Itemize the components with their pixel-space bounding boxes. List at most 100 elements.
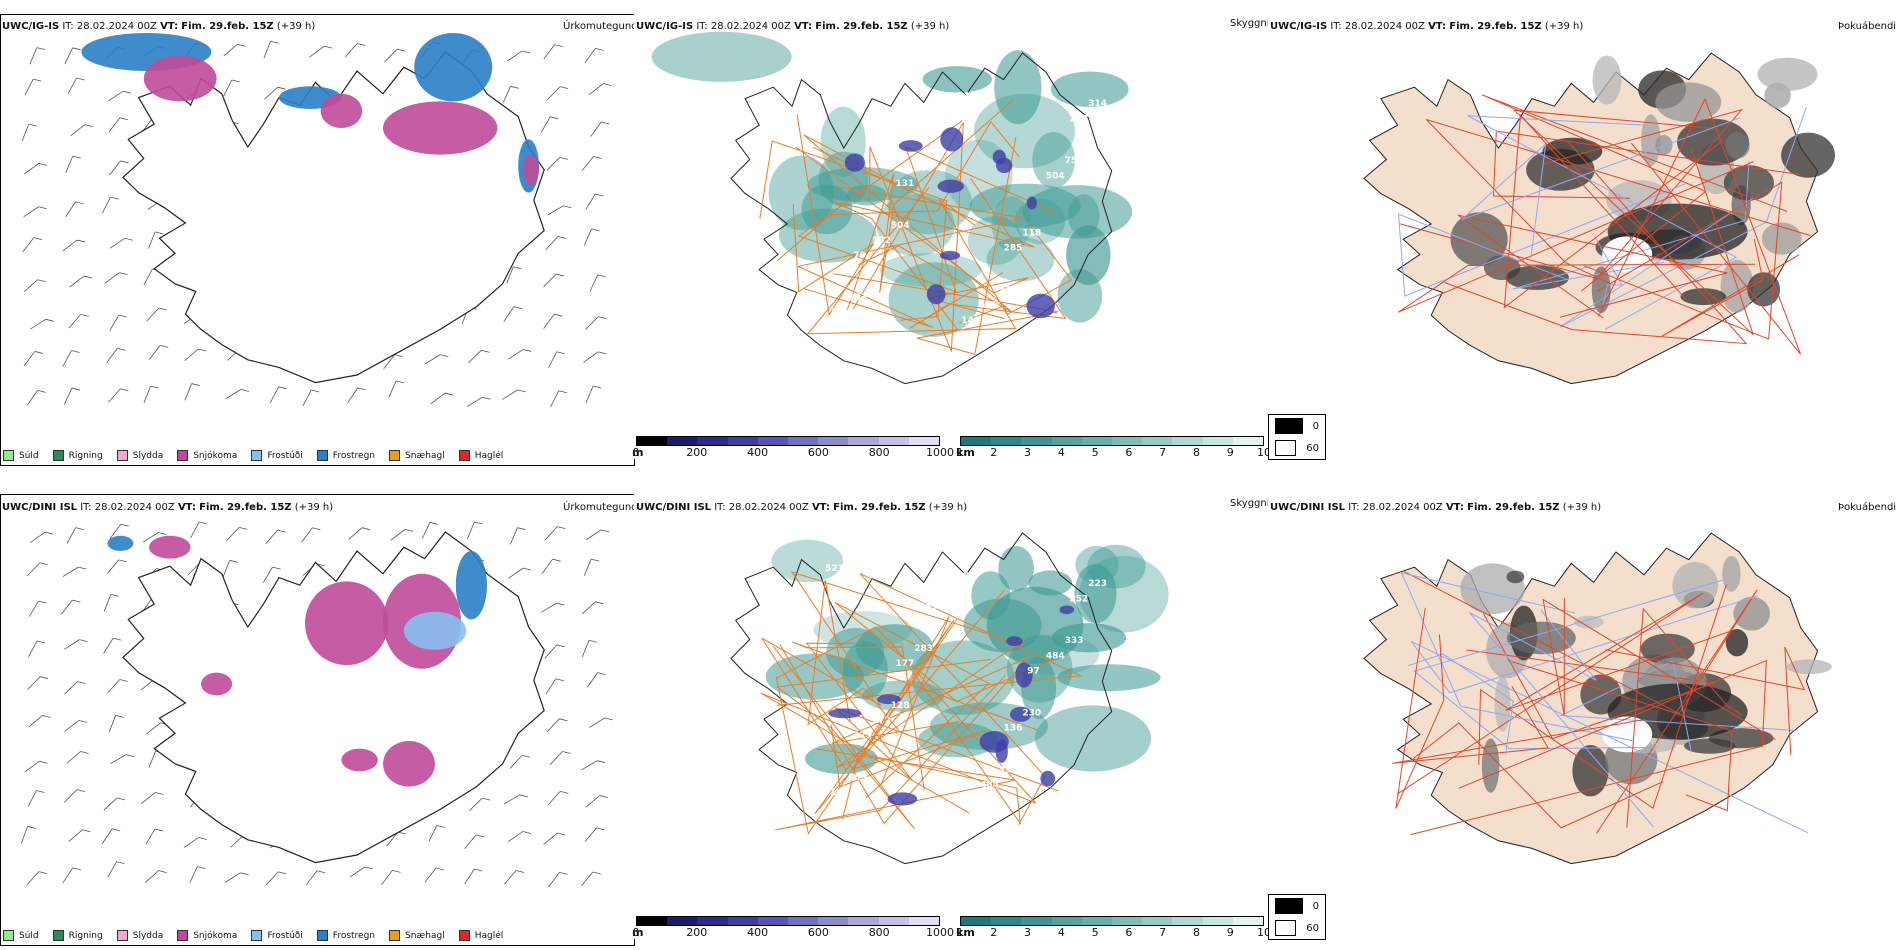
- wind-barb-flag: [38, 162, 47, 166]
- color-scale-bar: [960, 916, 1264, 926]
- low-visibility-area: [926, 284, 946, 305]
- fog-area: [1761, 222, 1802, 255]
- color-scale-swatch: [1172, 917, 1203, 925]
- fog-scale-row: 0: [1269, 895, 1325, 917]
- river: [1397, 183, 1686, 297]
- cloud-area: [771, 539, 844, 583]
- wind-barb-flag: [199, 521, 208, 525]
- road: [834, 601, 1055, 799]
- wind-barb: [183, 837, 200, 848]
- scale-tick-label: 8: [1192, 926, 1200, 939]
- road: [812, 146, 1035, 331]
- legend-swatch: [251, 450, 263, 461]
- fog-area: [1655, 82, 1722, 123]
- wind-barb: [68, 314, 82, 329]
- wind-barb-flag: [36, 640, 46, 644]
- road: [1425, 119, 1811, 285]
- road: [1396, 592, 1734, 795]
- wind-barb-flag: [119, 117, 129, 121]
- wind-barb: [543, 44, 556, 60]
- wind-barb-flag: [75, 527, 84, 531]
- road: [806, 187, 1017, 335]
- wind-barb: [466, 396, 483, 407]
- fog-area: [1757, 57, 1818, 92]
- wind-barb: [264, 86, 278, 100]
- wind-barb: [104, 272, 120, 284]
- wind-barb: [145, 828, 156, 845]
- scale-tick-label: 1000: [926, 446, 954, 459]
- wind-barb-flag: [112, 828, 121, 832]
- wind-barb: [62, 867, 74, 884]
- road: [1661, 238, 1800, 337]
- river: [1559, 660, 1797, 751]
- fog-scale-label: 0: [1312, 420, 1319, 432]
- low-visibility-area: [828, 708, 862, 719]
- wind-barb: [381, 870, 393, 885]
- visibility-value-label: 283: [914, 644, 933, 654]
- wind-barb-flag: [435, 867, 445, 871]
- wind-barb-flag: [120, 388, 129, 392]
- wind-barb-flag: [444, 392, 454, 396]
- wind-barb-flag: [110, 196, 119, 200]
- color-scale-swatch: [697, 917, 728, 925]
- visibility-value-label: 289: [957, 572, 976, 582]
- legend-label: Slydda: [132, 450, 164, 461]
- wind-barb-flag: [270, 40, 279, 44]
- cloud-area: [1075, 545, 1119, 584]
- fog-area: [1641, 114, 1661, 166]
- wind-barb: [101, 196, 111, 214]
- visibility-value-label: 330: [999, 765, 1018, 775]
- visibility-value-label: 252: [1069, 594, 1088, 604]
- wind-barb: [464, 868, 475, 885]
- wind-barb: [547, 86, 561, 100]
- precip-area: [201, 672, 233, 696]
- wind-barb-flag: [316, 870, 326, 874]
- visibility-value-label: 172: [872, 716, 891, 726]
- wind-barb-flag: [597, 672, 606, 676]
- wind-barb-flag: [42, 715, 51, 718]
- wind-barb-flag: [191, 383, 200, 386]
- visibility-value-label: 230: [1022, 708, 1041, 718]
- iceland-map-precip: [21, 33, 612, 407]
- road: [797, 120, 1059, 293]
- wind-barb-flag: [44, 531, 54, 535]
- precip-area: [403, 611, 467, 650]
- wind-barb: [109, 524, 122, 539]
- wind-barb: [110, 754, 127, 765]
- fog-area: [1574, 615, 1604, 629]
- scale-tick-label: 10: [1257, 446, 1271, 459]
- scale-tick-label: 0: [632, 446, 640, 459]
- wind-barb-flag: [559, 156, 568, 160]
- wind-barb-flag: [72, 47, 81, 51]
- wind-barb-flag: [474, 868, 483, 872]
- wind-barb: [467, 521, 475, 539]
- road: [795, 146, 1029, 320]
- wind-barb: [540, 602, 557, 613]
- color-scale-swatch: [961, 917, 992, 925]
- wind-barb: [190, 521, 200, 539]
- visibility-value-label: 177: [896, 659, 915, 669]
- visibility-value-label: 484: [980, 781, 999, 791]
- low-visibility-area: [1059, 605, 1075, 615]
- scale-tick-label: 1: [956, 926, 964, 939]
- color-scale-swatch: [1232, 917, 1264, 925]
- wind-barb-flag: [560, 86, 569, 90]
- wind-barb: [543, 273, 557, 288]
- wind-barb-flag: [278, 871, 287, 875]
- fog-scale-row: 60: [1269, 917, 1325, 939]
- wind-barb-flag: [45, 318, 54, 322]
- wind-barb: [62, 566, 79, 577]
- legend-item: Súld: [3, 930, 39, 941]
- wind-barb-flag: [38, 871, 47, 875]
- scale-tick-label: 400: [747, 926, 769, 939]
- fog-area: [1684, 738, 1736, 754]
- wind-barb: [28, 715, 43, 728]
- scale-tick-label: 7: [1159, 446, 1167, 459]
- color-scale-swatch: [961, 437, 992, 445]
- wind-barb-flag: [588, 639, 598, 643]
- wind-barb-flag: [38, 600, 47, 604]
- wind-barb: [581, 760, 598, 771]
- fog-area: [1494, 676, 1511, 732]
- cloud-area: [842, 641, 888, 700]
- low-visibility-area: [844, 153, 866, 172]
